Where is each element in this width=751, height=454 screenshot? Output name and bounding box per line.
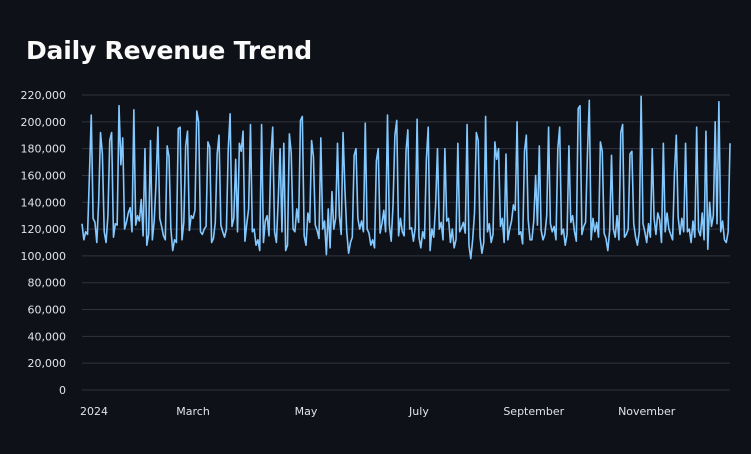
x-tick-label: September — [503, 405, 564, 418]
x-tick-label: May — [295, 405, 318, 418]
y-tick-label: 140,000 — [21, 196, 67, 209]
y-tick-label: 0 — [59, 384, 66, 397]
y-tick-label: 20,000 — [28, 357, 67, 370]
y-tick-label: 180,000 — [21, 143, 67, 156]
y-tick-label: 40,000 — [28, 330, 67, 343]
y-tick-label: 100,000 — [21, 250, 67, 263]
y-tick-label: 60,000 — [28, 304, 67, 317]
y-tick-label: 220,000 — [21, 89, 67, 102]
y-tick-label: 80,000 — [28, 277, 67, 290]
y-tick-label: 160,000 — [21, 169, 67, 182]
x-tick-label: March — [176, 405, 210, 418]
y-tick-label: 120,000 — [21, 223, 67, 236]
series-line-daily-revenue — [82, 96, 730, 258]
y-tick-label: 200,000 — [21, 116, 67, 129]
x-tick-label: November — [618, 405, 676, 418]
x-tick-label: July — [408, 405, 429, 418]
x-tick-label: 2024 — [80, 405, 108, 418]
